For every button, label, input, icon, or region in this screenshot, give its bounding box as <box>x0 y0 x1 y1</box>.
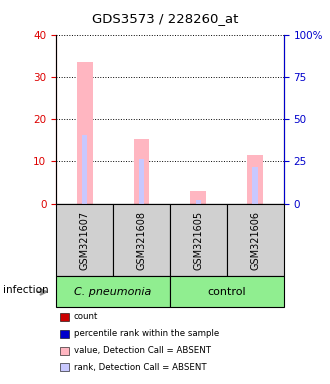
Text: GSM321607: GSM321607 <box>80 210 89 270</box>
Bar <box>190 191 206 204</box>
Text: count: count <box>74 312 98 321</box>
Text: percentile rank within the sample: percentile rank within the sample <box>74 329 219 338</box>
Bar <box>196 200 201 204</box>
Text: control: control <box>208 287 246 297</box>
Bar <box>134 139 149 204</box>
Bar <box>170 204 227 276</box>
Bar <box>139 159 144 204</box>
Bar <box>60 330 69 338</box>
Bar <box>60 364 69 371</box>
Bar <box>56 204 113 276</box>
Bar <box>77 62 92 204</box>
Bar <box>252 167 258 204</box>
Text: GDS3573 / 228260_at: GDS3573 / 228260_at <box>92 12 238 25</box>
Bar <box>227 204 284 276</box>
Bar <box>60 313 69 321</box>
Text: infection: infection <box>3 285 49 295</box>
Text: C. pneumonia: C. pneumonia <box>74 287 152 297</box>
Bar <box>82 135 87 204</box>
Text: rank, Detection Call = ABSENT: rank, Detection Call = ABSENT <box>74 363 207 372</box>
Bar <box>113 204 170 276</box>
Text: value, Detection Call = ABSENT: value, Detection Call = ABSENT <box>74 346 211 355</box>
Text: GSM321606: GSM321606 <box>250 210 260 270</box>
Text: GSM321605: GSM321605 <box>193 210 203 270</box>
Bar <box>170 276 284 307</box>
Text: GSM321608: GSM321608 <box>137 210 147 270</box>
Bar <box>248 155 263 204</box>
Bar <box>60 347 69 354</box>
Bar <box>56 276 170 307</box>
